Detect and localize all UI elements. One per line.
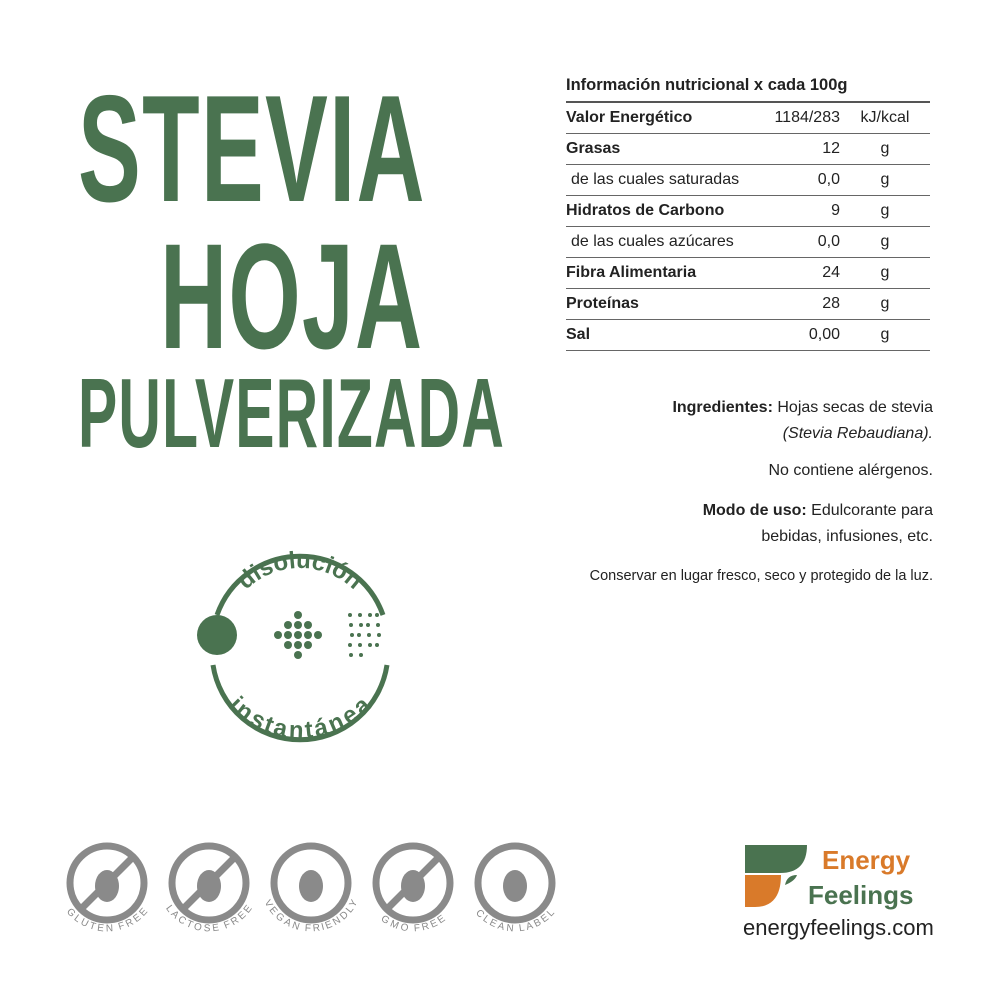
dot	[304, 641, 312, 649]
nutrition-unit: g	[880, 140, 890, 157]
nutrition-unit: g	[880, 171, 890, 188]
nutrition-name: de las cuales azúcares	[571, 233, 734, 250]
ingredients: Ingredientes: Hojas secas de stevia (Stev…	[672, 395, 933, 447]
nutrition-unit: kJ/kcal	[860, 109, 910, 126]
nutrition-unit: g	[880, 295, 890, 312]
nutrition-name: de las cuales saturadas	[571, 171, 740, 188]
nutrition-value: 24	[822, 264, 840, 281]
dot	[294, 641, 302, 649]
nutrition-unit: g	[880, 202, 890, 219]
nutrition-unit: g	[880, 264, 890, 281]
dot	[284, 641, 292, 649]
title-line-2: HOJA	[160, 212, 424, 380]
clean-label-icon: CLEAN LABEL	[470, 838, 560, 948]
dot	[350, 633, 354, 637]
usage-text-2: bebidas, infusiones, etc.	[761, 528, 933, 545]
dot	[366, 623, 370, 627]
usage-label: Modo de uso:	[702, 502, 807, 519]
allergens: No contiene alérgenos.	[768, 462, 933, 479]
dot	[377, 633, 381, 637]
dot	[367, 633, 371, 637]
badge-top-text: disolución	[232, 547, 367, 595]
dot	[284, 631, 292, 639]
nutrition-row: Hidratos de Carbono 9 g	[566, 196, 930, 227]
dot	[358, 643, 362, 647]
nutrition-value: 0,0	[817, 233, 840, 250]
nutrition-value: 9	[831, 202, 840, 219]
nutrition-row: Fibra Alimentaria 24 g	[566, 258, 930, 289]
vegan-friendly-icon: VEGAN FRIENDLY	[262, 838, 361, 948]
nutrition-name: Hidratos de Carbono	[566, 202, 725, 219]
storage: Conservar en lugar fresco, seco y proteg…	[589, 568, 933, 584]
usage: Modo de uso: Edulcorante para bebidas, in…	[703, 498, 933, 550]
brand-url[interactable]: energyfeelings.com	[743, 915, 934, 940]
dot	[348, 643, 352, 647]
nutrition-name: Sal	[566, 326, 591, 343]
gluten-free-icon: GLUTEN FREE	[62, 838, 152, 948]
dot	[375, 643, 379, 647]
dot	[304, 631, 312, 639]
dot	[376, 623, 380, 627]
ingredients-latin: (Stevia Rebaudiana).	[782, 425, 933, 442]
nutrition-header: Información nutricional x cada 100g	[566, 76, 930, 103]
dot	[359, 623, 363, 627]
dot	[358, 613, 362, 617]
svg-text:instantánea: instantánea	[224, 691, 377, 744]
dot	[349, 653, 353, 657]
ingredients-label: Ingredientes:	[672, 399, 773, 416]
nutrition-row: de las cuales azúcares 0,0 g	[566, 227, 930, 258]
dot	[349, 623, 353, 627]
title-line-3: PULVERIZADA	[78, 358, 505, 468]
nutrition-row: de las cuales saturadas 0,0 g	[566, 165, 930, 196]
dissolving-dots-icon	[274, 611, 381, 659]
dot	[375, 613, 379, 617]
nutrition-value: 0,0	[817, 171, 840, 188]
dot	[294, 631, 302, 639]
dot	[357, 633, 361, 637]
brand-line-2: Feelings	[808, 880, 914, 910]
brand-line-1: Energy	[822, 845, 911, 875]
nutrition-unit: g	[880, 326, 890, 343]
nutrition-value: 12	[822, 140, 840, 157]
dot	[368, 643, 372, 647]
nutrition-row: Sal 0,00 g	[566, 320, 930, 351]
dot	[314, 631, 322, 639]
gmo-free-icon: GMO FREE	[368, 838, 458, 948]
solid-dot-icon	[197, 615, 237, 655]
svg-text:disolución: disolución	[232, 547, 367, 595]
dot	[294, 611, 302, 619]
nutrition-value: 0,00	[808, 326, 840, 343]
nutrition-row: Grasas 12 g	[566, 134, 930, 165]
nutrition-value: 28	[822, 295, 840, 312]
nutrition-table: Información nutricional x cada 100g Valo…	[566, 76, 930, 351]
nutrition-name: Fibra Alimentaria	[566, 264, 697, 281]
instant-dissolution-badge: disolución instantánea	[197, 547, 390, 744]
energy-feelings-logo	[745, 845, 807, 907]
svg-text:GMO FREE: GMO FREE	[379, 913, 448, 934]
nutrition-name: Valor Energético	[566, 109, 693, 126]
usage-text: Edulcorante para	[811, 502, 933, 519]
dot	[348, 613, 352, 617]
dot	[359, 653, 363, 657]
badge-bottom-text: instantánea	[224, 691, 377, 744]
nutrition-row: Valor Energético 1184/283 kJ/kcal	[566, 103, 930, 134]
dot	[294, 651, 302, 659]
icon-label: GMO FREE	[379, 913, 448, 934]
nutrition-row: Proteínas 28 g	[566, 289, 930, 320]
dot	[284, 621, 292, 629]
nutrition-value: 1184/283	[774, 109, 840, 126]
dot	[304, 621, 312, 629]
ingredients-text: Hojas secas de stevia	[777, 399, 933, 416]
dot	[294, 621, 302, 629]
title-line-1: STEVIA	[78, 64, 426, 234]
nutrition-unit: g	[880, 233, 890, 250]
nutrition-name: Grasas	[566, 140, 621, 157]
dot	[274, 631, 282, 639]
dot	[368, 613, 372, 617]
lactose-free-icon: LACTOSE FREE	[163, 838, 255, 948]
nutrition-name: Proteínas	[566, 295, 639, 312]
